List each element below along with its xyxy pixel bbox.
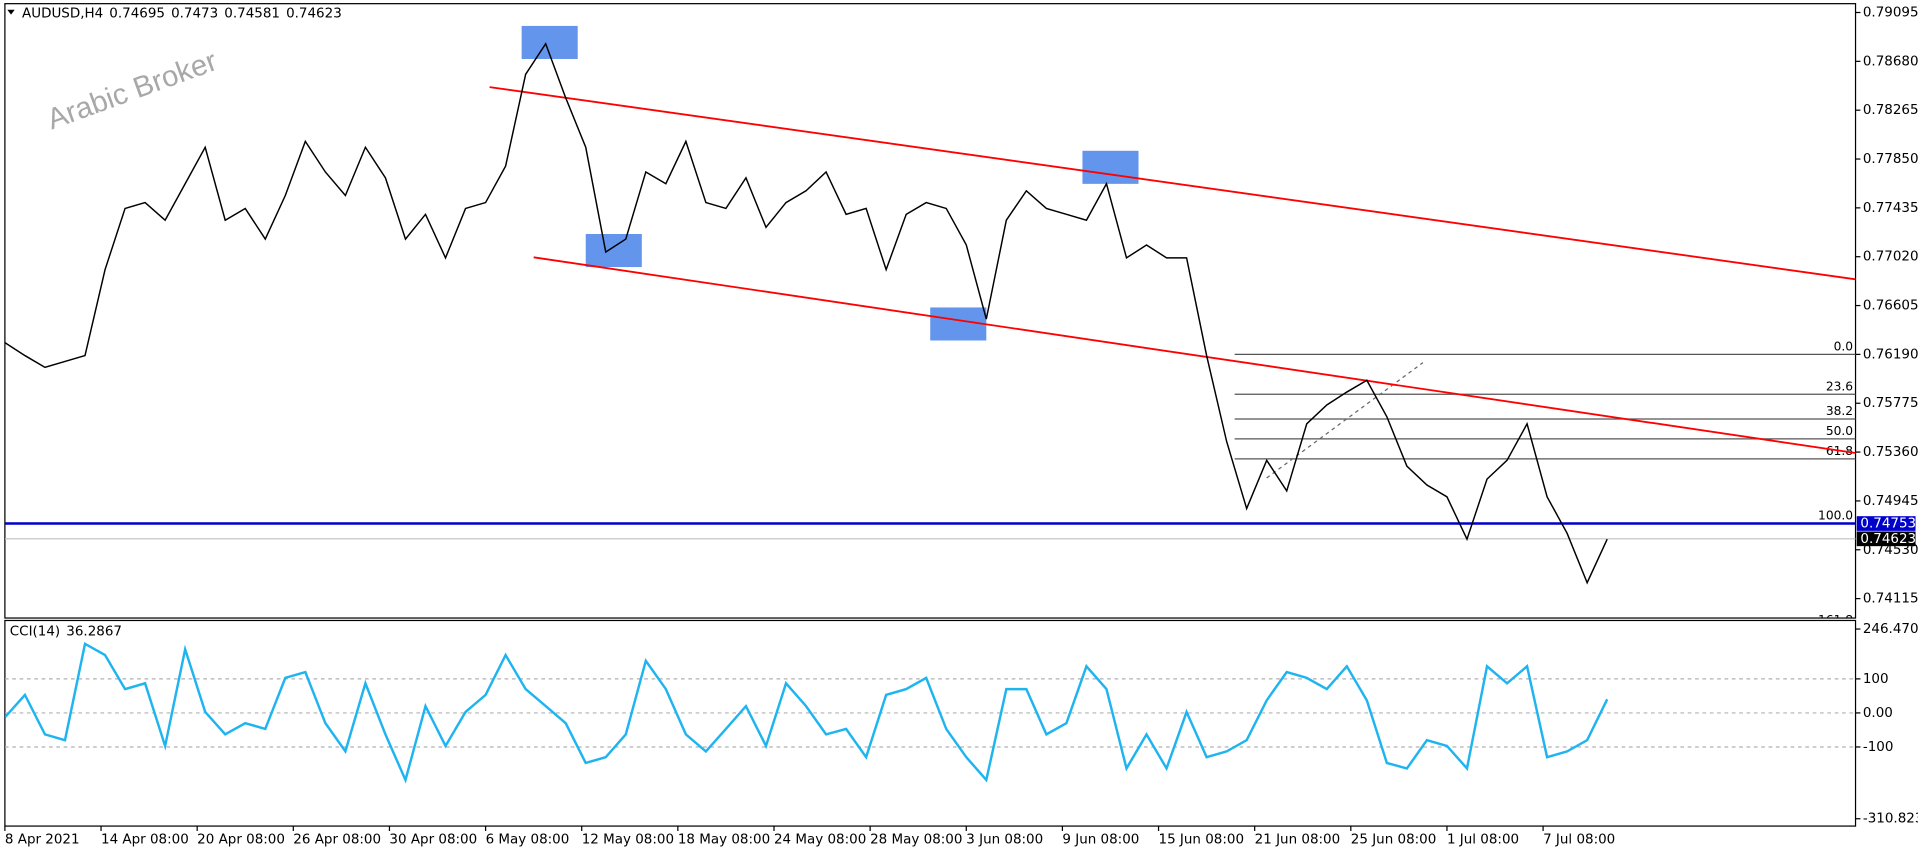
price-label-box	[1856, 516, 1916, 531]
y-tick-label: 246.4704	[1863, 622, 1918, 637]
price-label: 0.74753	[1860, 517, 1916, 532]
x-tick-label: 3 Jun 08:00	[966, 833, 1043, 848]
close: 0.74623	[286, 6, 342, 21]
y-tick-label: -310.8231	[1863, 812, 1918, 827]
y-tick-label: 0.74530	[1863, 543, 1918, 558]
x-tick-label: 30 Apr 08:00	[389, 833, 477, 848]
x-tick-label: 18 May 08:00	[678, 833, 770, 848]
x-tick-label: 9 Jun 08:00	[1062, 833, 1139, 848]
x-tick-label: 12 May 08:00	[582, 833, 674, 848]
y-tick-label: 0.75775	[1863, 396, 1918, 411]
fib-label: 161.8	[1818, 613, 1853, 627]
low: 0.74581	[224, 6, 280, 21]
y-tick-label: 100	[1863, 672, 1889, 687]
y-tick-label: 0.75360	[1863, 445, 1918, 460]
series-line	[4, 42, 1608, 585]
price-panel	[4, 3, 1857, 619]
x-tick-label: 21 Jun 08:00	[1255, 833, 1341, 848]
y-tick-label: 0.74945	[1863, 494, 1918, 509]
y-tick-label: 0.76190	[1863, 347, 1918, 362]
y-tick-label: 0.79095	[1863, 6, 1918, 21]
highlight-zone	[585, 233, 642, 268]
y-tick-label: 0.78265	[1863, 103, 1918, 118]
x-tick-label: 15 Jun 08:00	[1159, 833, 1245, 848]
y-tick-label: -100	[1863, 740, 1894, 755]
x-tick-label: 14 Apr 08:00	[101, 833, 189, 848]
fib-label: 23.6	[1826, 379, 1853, 393]
highlight-zone	[1082, 150, 1139, 184]
x-tick-label: 1 Jul 08:00	[1447, 833, 1519, 848]
high: 0.7473	[171, 6, 218, 21]
highlight-zone	[930, 307, 987, 341]
fib-label: 0.0	[1834, 340, 1853, 354]
y-tick-label: 0.76605	[1863, 299, 1918, 314]
open: 0.74695	[109, 6, 165, 21]
menu-arrow	[7, 9, 15, 15]
x-tick-label: 28 May 08:00	[870, 833, 962, 848]
y-tick-label: 0.77435	[1863, 201, 1918, 216]
cci-header: CCI(14) 36.2867	[10, 624, 122, 639]
fib-label: 38.2	[1826, 404, 1853, 418]
x-tick-label: 20 Apr 08:00	[197, 833, 285, 848]
y-tick-label: 0.00	[1863, 706, 1893, 721]
x-tick-label: 6 May 08:00	[486, 833, 570, 848]
watermark: Arabic Broker	[43, 44, 222, 136]
fib-label: 50.0	[1826, 424, 1853, 438]
fib-label: 100.0	[1818, 509, 1853, 523]
cci-value: 36.2867	[66, 624, 122, 639]
y-tick-label: 0.74115	[1863, 592, 1918, 607]
symbol: AUDUSD,H4	[22, 6, 103, 21]
y-tick-label: 0.78680	[1863, 54, 1918, 69]
x-tick-label: 26 Apr 08:00	[293, 833, 381, 848]
series-line	[4, 641, 1609, 784]
x-tick-label: 25 Jun 08:00	[1351, 833, 1437, 848]
cci-plot	[4, 641, 1856, 784]
cci-title: CCI(14)	[10, 624, 60, 639]
trend-line	[533, 256, 1856, 454]
header: AUDUSD,H4 0.74695 0.7473 0.74581 0.74623	[22, 6, 342, 21]
fib-anchor	[1266, 362, 1424, 479]
price-label-box	[1856, 531, 1916, 547]
x-tick-label: 24 May 08:00	[774, 833, 866, 848]
cci-panel	[4, 619, 1857, 827]
axes: 0.79095 0.78680 0.78265 0.77850 0.77435 0.770…	[4, 6, 1918, 848]
trend-line	[489, 86, 1856, 281]
y-tick-label: 0.77020	[1863, 250, 1918, 265]
x-tick-label: 7 Jul 08:00	[1543, 833, 1615, 848]
y-tick-label: 0.77850	[1863, 152, 1918, 167]
price-label: 0.74623	[1860, 532, 1916, 547]
x-tick-label: 8 Apr 2021	[5, 833, 80, 848]
